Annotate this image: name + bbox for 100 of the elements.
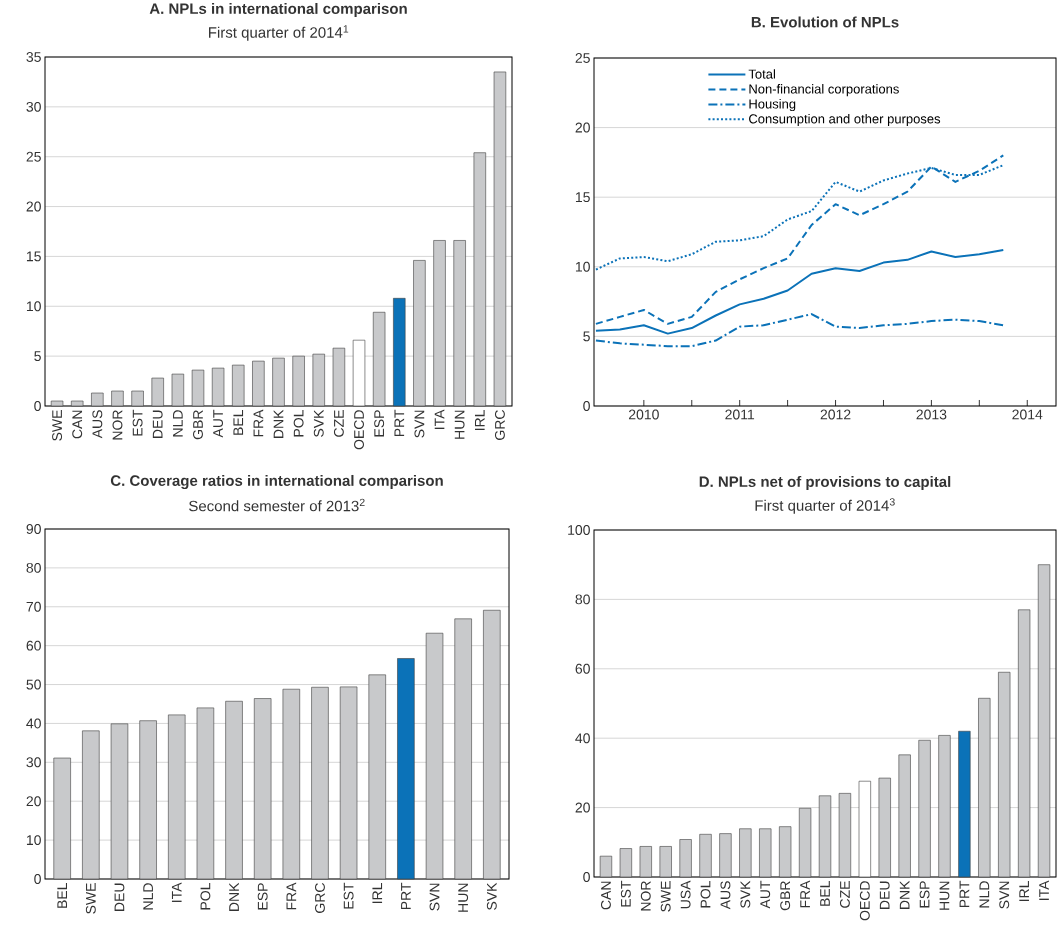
bar [719, 833, 732, 878]
x-tick-label: ESP [374, 410, 385, 437]
x-tick-label: DEU [114, 883, 125, 911]
x-tick-label: ESP [257, 883, 268, 910]
chart-title: B. Evolution of NPLs [751, 16, 899, 28]
x-tick-label: SVN [429, 883, 440, 911]
y-tick-label: 60 [575, 663, 590, 674]
y-tick-label: 20 [26, 201, 41, 212]
x-tick-label: CAN [600, 881, 611, 910]
x-tick-label: AUT [760, 880, 771, 909]
y-tick-label: 15 [575, 192, 590, 203]
bar [639, 846, 652, 878]
y-tick-label: 10 [575, 261, 590, 272]
x-tick-label: OECD [354, 410, 364, 450]
x-tick-label: PRT [959, 880, 970, 908]
x-tick-label: FRA [253, 409, 264, 437]
line-series [594, 154, 1005, 325]
x-tick-label: NLD [173, 410, 183, 437]
y-tick-label: 20 [26, 796, 41, 807]
x-tick-label: HUN [939, 881, 950, 910]
x-tick-label: EST [343, 882, 354, 909]
x-tick-label: ESP [919, 881, 930, 908]
x-tick-label: IRL [474, 409, 485, 431]
y-tick-label: 40 [575, 733, 590, 744]
y-tick-label: 80 [575, 594, 590, 605]
x-tick-label: CAN [72, 410, 83, 439]
x-tick-label: 2013 [916, 409, 947, 420]
bar [50, 400, 64, 407]
y-tick-label: 100 [568, 525, 590, 535]
x-tick-label: SVK [486, 882, 497, 910]
x-tick-label: DEU [152, 410, 163, 438]
y-tick-label: 0 [34, 401, 41, 411]
bar [171, 373, 185, 407]
x-tick-label: ITA [1039, 880, 1049, 900]
x-tick-label: GRC [315, 883, 325, 913]
x-tick-label: OECD [859, 881, 870, 921]
x-tick-label: SVK [313, 409, 324, 437]
x-tick-label: FRA [286, 882, 297, 910]
bar [679, 839, 692, 878]
chart-subtitle: Second semester of 2013$^{2}$ [189, 498, 365, 512]
legend-label: Total [748, 69, 775, 79]
x-tick-label: NLD [143, 883, 153, 910]
chart-title: C. Coverage ratios in international comparison [110, 474, 443, 490]
x-tick-label: DNK [229, 882, 239, 911]
bar [779, 826, 792, 878]
y-tick-label: 35 [26, 52, 41, 62]
bar [211, 367, 225, 407]
x-tick-label: SWE [660, 881, 671, 912]
x-tick-label: NLD [979, 881, 990, 908]
y-tick-label: 25 [26, 151, 41, 162]
bar [958, 730, 971, 878]
y-tick-label: 60 [26, 640, 41, 651]
x-tick-label: BEL [57, 882, 68, 908]
x-tick-label: EST [132, 409, 143, 436]
bar [699, 834, 712, 878]
bar [151, 377, 164, 407]
y-tick-label: 80 [26, 562, 41, 573]
x-tick-label: DNK [273, 409, 284, 438]
bar [71, 400, 84, 407]
x-tick-label: PRT [394, 409, 405, 437]
legend-label: Housing [749, 98, 796, 112]
x-tick-label: NOR [640, 881, 651, 911]
bar [131, 390, 144, 407]
bar [191, 369, 205, 407]
bar [352, 339, 366, 407]
bar [739, 828, 752, 878]
x-tick-label: AUS [720, 881, 731, 910]
bar [759, 828, 772, 878]
x-tick-label: SWE [85, 883, 96, 914]
x-tick-label: 2011 [725, 409, 755, 420]
bar [619, 848, 632, 878]
y-tick-label: 50 [26, 679, 41, 690]
x-tick-label: POL [293, 409, 304, 437]
x-tick-label: PRT [401, 882, 411, 910]
y-tick-label: 70 [26, 601, 41, 612]
x-tick-label: ITA [171, 882, 182, 902]
y-tick-label: 25 [575, 53, 590, 63]
y-tick-label: 0 [583, 401, 590, 411]
x-tick-label: FRA [800, 880, 810, 908]
chart-subtitle: First quarter of 2014$^{1}$ [209, 25, 349, 41]
x-tick-label: BEL [820, 880, 830, 906]
line-series [594, 249, 1005, 335]
chart-subtitle: First quarter of 2014$^{3}$ [755, 498, 895, 514]
x-tick-label: CZE [333, 410, 344, 437]
y-tick-label: 10 [26, 301, 41, 312]
x-tick-label: 2012 [820, 409, 851, 420]
x-tick-label: ITA [434, 409, 445, 429]
bar [599, 855, 613, 878]
y-tick-label: 30 [26, 101, 41, 112]
x-tick-label: BEL [233, 409, 244, 435]
x-tick-label: USA [680, 880, 691, 909]
x-tick-label: GBR [780, 881, 791, 911]
x-tick-label: SVN [999, 881, 1010, 909]
x-tick-label: AUS [92, 410, 103, 439]
x-tick-label: POL [200, 882, 211, 910]
y-tick-label: 0 [34, 874, 41, 884]
x-tick-label: DEU [879, 881, 890, 909]
x-tick-label: NOR [112, 410, 123, 440]
x-tick-label: DNK [899, 880, 910, 909]
y-tick-label: 10 [26, 835, 41, 846]
